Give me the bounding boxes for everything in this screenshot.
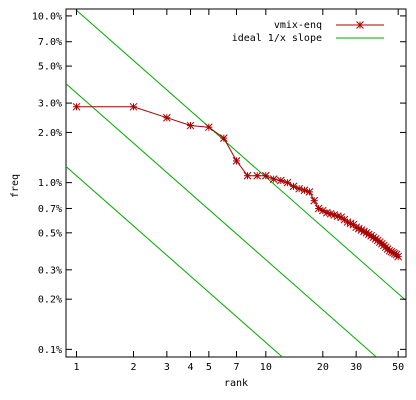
y-tick-label: 7.0% bbox=[38, 37, 62, 48]
y-axis-label: freq bbox=[10, 174, 21, 198]
x-tick-label: 7 bbox=[233, 362, 239, 373]
marker-d2 bbox=[362, 228, 371, 237]
marker-d2 bbox=[367, 231, 376, 240]
data-point bbox=[295, 184, 304, 193]
reference-line-3 bbox=[65, 166, 283, 358]
data-point bbox=[72, 102, 81, 111]
marker-d2 bbox=[385, 246, 394, 255]
data-point bbox=[219, 134, 228, 142]
marker-d2 bbox=[346, 219, 355, 228]
marker-d2 bbox=[326, 209, 335, 218]
y-tick-label: 0.7% bbox=[38, 204, 62, 215]
data-point bbox=[162, 113, 171, 122]
data-point bbox=[300, 186, 309, 195]
marker-d2 bbox=[204, 123, 213, 132]
marker-d2 bbox=[300, 186, 309, 195]
marker-d2 bbox=[394, 252, 403, 261]
marker-d2 bbox=[356, 21, 364, 29]
y-axis: 0.1% 0.2% 0.3% 0.5% 0.7% 1.0% 2.0% 3.0% 5.0% 7.0%… bbox=[32, 11, 406, 356]
marker-d2 bbox=[243, 171, 252, 180]
reference-line-1 bbox=[74, 8, 407, 301]
marker-d2 bbox=[360, 227, 368, 236]
y-tick-label: 0.5% bbox=[38, 228, 62, 239]
data-point bbox=[129, 102, 138, 111]
y-tick-label: 0.1% bbox=[38, 345, 62, 356]
x-axis-label: rank bbox=[224, 378, 248, 389]
marker-d2 bbox=[253, 171, 262, 180]
x-tick-label: 2 bbox=[130, 362, 136, 373]
marker-d2 bbox=[330, 211, 339, 219]
data-point bbox=[394, 252, 403, 261]
reference-line-2 bbox=[65, 83, 377, 358]
marker-d2 bbox=[219, 134, 228, 142]
data-point bbox=[186, 121, 195, 130]
data-point bbox=[337, 213, 346, 222]
marker-d2 bbox=[305, 188, 314, 196]
data-point bbox=[305, 188, 314, 196]
marker-d2 bbox=[387, 247, 396, 256]
data-point bbox=[204, 123, 213, 132]
data-point bbox=[283, 178, 292, 187]
marker-d2 bbox=[261, 171, 270, 180]
marker-d2 bbox=[389, 248, 397, 257]
y-tick-label: 0.2% bbox=[38, 295, 62, 306]
marker-d2 bbox=[352, 223, 361, 232]
data-point bbox=[310, 196, 319, 205]
legend: vmix-enq ideal 1/x slope bbox=[232, 20, 384, 44]
x-axis: 1 2 3 4 5 7 10 20 30 50 bbox=[73, 9, 404, 373]
data-point bbox=[289, 182, 298, 191]
x-tick-label: 20 bbox=[317, 362, 329, 373]
marker-d2 bbox=[355, 224, 363, 233]
plot-frame bbox=[65, 8, 407, 358]
marker-d2 bbox=[283, 178, 292, 187]
marker-d2 bbox=[129, 102, 138, 111]
marker-d2 bbox=[276, 176, 285, 185]
marker-d2 bbox=[310, 196, 319, 205]
series-layer bbox=[72, 102, 403, 261]
y-tick-label: 0.3% bbox=[38, 265, 62, 276]
x-tick-label: 3 bbox=[164, 362, 170, 373]
data-point bbox=[243, 171, 252, 180]
y-tick-label: 1.0% bbox=[38, 178, 62, 189]
marker-d2 bbox=[314, 204, 323, 213]
marker-d2 bbox=[364, 230, 373, 239]
marker-d2 bbox=[333, 212, 342, 220]
marker-d2 bbox=[162, 113, 171, 122]
x-tick-label: 30 bbox=[350, 362, 362, 373]
x-tick-label: 10 bbox=[260, 362, 272, 373]
marker-d2 bbox=[269, 175, 278, 183]
data-point bbox=[232, 157, 241, 165]
y-tick-label: 5.0% bbox=[38, 62, 62, 73]
x-tick-label: 5 bbox=[206, 362, 212, 373]
data-point bbox=[269, 175, 278, 183]
x-tick-label: 1 bbox=[73, 362, 79, 373]
y-tick-label: 10.0% bbox=[32, 11, 62, 22]
marker-d2 bbox=[232, 157, 241, 165]
legend-marker-series bbox=[356, 21, 364, 29]
marker-d2 bbox=[343, 218, 352, 226]
reference-lines bbox=[65, 8, 407, 358]
data-point bbox=[276, 176, 285, 185]
marker-d2 bbox=[72, 102, 81, 111]
y-tick-label: 3.0% bbox=[38, 99, 62, 110]
marker-d2 bbox=[318, 206, 327, 215]
marker-d2 bbox=[289, 182, 298, 191]
data-point bbox=[261, 171, 270, 180]
y-tick-label: 2.0% bbox=[38, 128, 62, 139]
legend-label-reference: ideal 1/x slope bbox=[232, 33, 322, 44]
x-tick-label: 50 bbox=[392, 362, 404, 373]
marker-d2 bbox=[186, 121, 195, 130]
marker-d2 bbox=[322, 208, 331, 217]
data-point bbox=[253, 171, 262, 180]
legend-label-series: vmix-enq bbox=[274, 20, 322, 31]
marker-d2 bbox=[295, 184, 304, 193]
x-tick-label: 4 bbox=[187, 362, 193, 373]
marker-d2 bbox=[337, 213, 346, 222]
marker-d2 bbox=[357, 226, 366, 234]
